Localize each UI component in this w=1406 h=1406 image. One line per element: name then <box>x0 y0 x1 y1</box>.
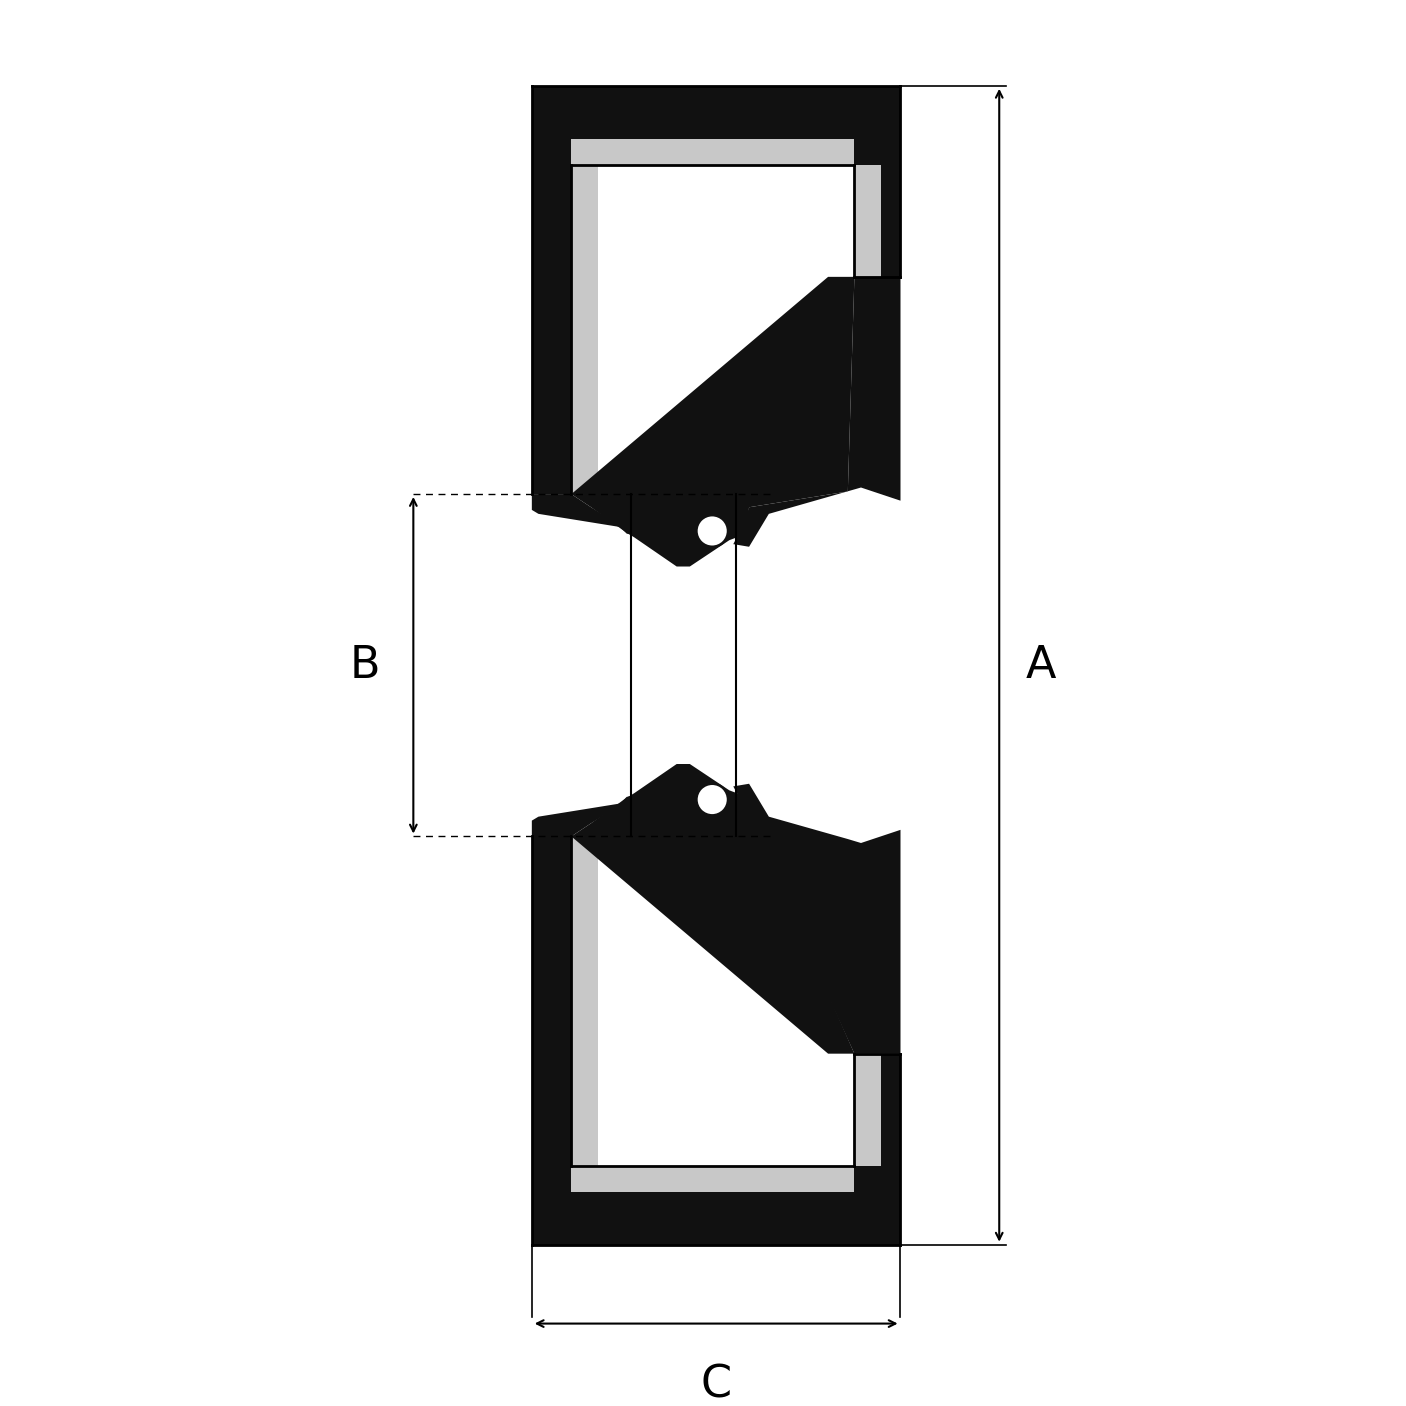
Circle shape <box>696 783 728 815</box>
Polygon shape <box>531 494 637 536</box>
FancyBboxPatch shape <box>855 139 900 277</box>
FancyBboxPatch shape <box>531 837 571 1244</box>
Circle shape <box>696 515 728 547</box>
FancyBboxPatch shape <box>531 1192 900 1244</box>
FancyBboxPatch shape <box>571 139 855 165</box>
Polygon shape <box>531 794 637 837</box>
FancyBboxPatch shape <box>855 165 880 277</box>
FancyBboxPatch shape <box>531 86 571 494</box>
FancyBboxPatch shape <box>571 1166 855 1192</box>
FancyBboxPatch shape <box>855 1053 880 1166</box>
Polygon shape <box>734 277 900 547</box>
Text: C: C <box>700 1362 731 1406</box>
Polygon shape <box>734 783 900 1053</box>
FancyBboxPatch shape <box>571 837 598 1166</box>
Text: B: B <box>350 644 381 686</box>
FancyBboxPatch shape <box>571 165 598 494</box>
FancyBboxPatch shape <box>598 1053 855 1166</box>
Polygon shape <box>571 763 855 1053</box>
Polygon shape <box>571 277 855 567</box>
FancyBboxPatch shape <box>598 165 855 277</box>
FancyBboxPatch shape <box>531 86 900 139</box>
FancyBboxPatch shape <box>855 1053 900 1192</box>
Text: A: A <box>1025 644 1056 686</box>
